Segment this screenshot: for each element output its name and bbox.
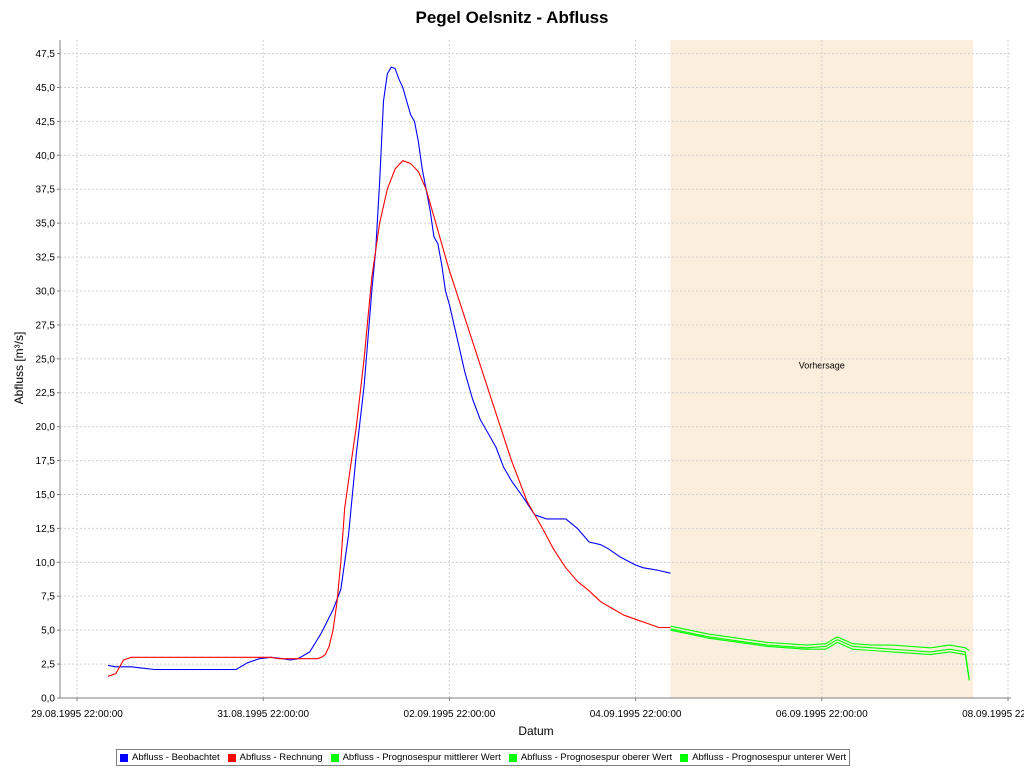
legend-swatch — [330, 753, 339, 762]
legend-item: Abfluss - Beobachtet — [120, 752, 220, 763]
y-tick-label: 17,5 — [36, 456, 56, 467]
y-tick-label: 30,0 — [36, 286, 56, 297]
chart-title: Pegel Oelsnitz - Abfluss — [415, 8, 608, 27]
legend-label: Abfluss - Prognosespur mittlerer Wert — [342, 752, 501, 763]
x-tick-label: 31.08.1995 22:00:00 — [217, 709, 309, 720]
y-tick-label: 7,5 — [41, 592, 55, 603]
y-tick-label: 2,5 — [41, 660, 55, 671]
legend-item: Abfluss - Prognosespur oberer Wert — [508, 752, 673, 763]
legend-label: Abfluss - Prognosespur oberer Wert — [520, 752, 673, 763]
legend-label: Abfluss - Prognosespur unterer Wert — [692, 752, 847, 763]
y-tick-label: 0,0 — [41, 694, 55, 705]
legend-swatch — [120, 753, 128, 762]
series-line-2 — [107, 160, 671, 677]
y-tick-label: 45,0 — [36, 83, 56, 94]
y-tick-label: 32,5 — [36, 253, 56, 264]
x-tick-label: 08.09.1995 22:00:00 — [962, 709, 1024, 720]
axis-layer: 0,0 2,5 5,0 7,5 10,0 12,5 15,0 17,5 20,0 22,5 25,0… — [31, 40, 1024, 720]
y-tick-label: 20,0 — [36, 422, 56, 433]
series-line-5 — [670, 629, 970, 681]
legend: Abfluss - Beobachtet Abfluss - Rechnung Ab… — [116, 749, 851, 766]
legend-swatch — [680, 753, 689, 762]
legend-item: Abfluss - Prognosespur unterer Wert — [680, 752, 846, 763]
y-tick-label: 35,0 — [36, 219, 56, 230]
legend-item: Abfluss - Prognosespur mittlerer Wert — [330, 752, 501, 763]
legend-label: Abfluss - Beobachtet — [132, 752, 220, 763]
y-tick-label: 22,5 — [36, 388, 56, 399]
x-axis-label: Datum — [518, 724, 553, 738]
legend-label: Abfluss - Rechnung — [239, 752, 323, 763]
series-layer — [107, 66, 970, 681]
y-tick-label: 12,5 — [36, 524, 56, 535]
x-tick-label: 29.08.1995 22:00:00 — [31, 709, 123, 720]
series-line-4 — [670, 625, 970, 651]
series-line-1 — [107, 66, 671, 671]
y-tick-label: 15,0 — [36, 490, 56, 501]
y-axis-label: Abfluss [m³/s] — [12, 332, 26, 405]
grid-layer — [60, 40, 1011, 698]
series-line-3 — [670, 628, 970, 680]
y-tick-label: 42,5 — [36, 117, 56, 128]
y-tick-label: 10,0 — [36, 558, 56, 569]
y-tick-label: 5,0 — [41, 626, 55, 637]
x-tick-label: 06.09.1995 22:00:00 — [776, 709, 868, 720]
x-tick-label: 04.09.1995 22:00:00 — [590, 709, 682, 720]
x-tick-label: 02.09.1995 22:00:00 — [404, 709, 496, 720]
y-tick-label: 47,5 — [36, 49, 56, 60]
legend-swatch — [508, 753, 517, 762]
y-tick-label: 37,5 — [36, 185, 56, 196]
y-tick-label: 27,5 — [36, 320, 56, 331]
y-tick-label: 25,0 — [36, 354, 56, 365]
legend-item: Abfluss - Rechnung — [227, 752, 323, 763]
y-tick-label: 40,0 — [36, 151, 56, 162]
legend-swatch — [227, 753, 236, 762]
